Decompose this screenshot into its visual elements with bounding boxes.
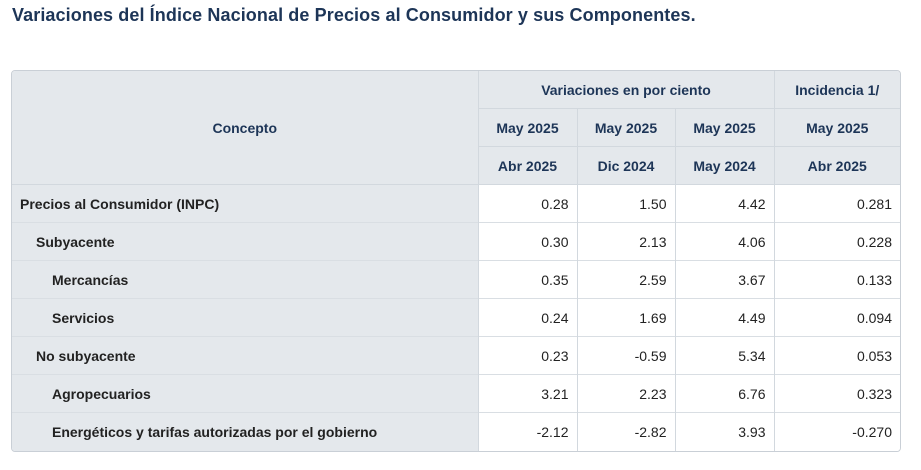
cell-value: -2.82 <box>576 412 675 451</box>
cell-value: -2.12 <box>477 412 577 451</box>
row-label: Precios al Consumidor (INPC) <box>12 184 478 223</box>
cell-value: 6.76 <box>674 374 774 413</box>
cell-value: 2.23 <box>576 374 675 413</box>
table-row: Servicios 0.24 1.69 4.49 0.094 <box>12 298 900 337</box>
header-period-end: May 2025 <box>576 108 675 147</box>
inpc-table: Concepto Variaciones en por ciento Incid… <box>12 71 900 451</box>
cell-value: 3.67 <box>674 260 774 299</box>
cell-value: 4.42 <box>674 184 774 223</box>
table-row: Subyacente 0.30 2.13 4.06 0.228 <box>12 222 900 261</box>
cell-value: 0.094 <box>773 298 900 337</box>
cell-value: 0.30 <box>477 222 577 261</box>
cell-value: 0.133 <box>773 260 900 299</box>
row-label: Agropecuarios <box>12 374 478 413</box>
cell-value: 2.59 <box>576 260 675 299</box>
table-body: Precios al Consumidor (INPC) 0.28 1.50 4… <box>12 184 900 451</box>
cell-value: 0.053 <box>773 336 900 375</box>
header-group-variations: Variaciones en por ciento <box>477 71 774 109</box>
cell-value: 5.34 <box>674 336 774 375</box>
row-label: No subyacente <box>12 336 478 375</box>
table-row: Precios al Consumidor (INPC) 0.28 1.50 4… <box>12 184 900 223</box>
cell-value: 4.49 <box>674 298 774 337</box>
page-title: Variaciones del Índice Nacional de Preci… <box>12 5 696 25</box>
cell-value: 1.50 <box>576 184 675 223</box>
table-row: Energéticos y tarifas autorizadas por el… <box>12 412 900 451</box>
cell-value: 2.13 <box>576 222 675 261</box>
cell-value: 3.93 <box>674 412 774 451</box>
cell-value: 0.323 <box>773 374 900 413</box>
table-header: Concepto Variaciones en por ciento Incid… <box>12 71 900 185</box>
cell-value: 0.23 <box>477 336 577 375</box>
cell-value: 1.69 <box>576 298 675 337</box>
header-concept: Concepto <box>12 71 478 185</box>
row-label: Servicios <box>12 298 478 337</box>
header-period-start: Dic 2024 <box>576 146 675 185</box>
cell-value: -0.270 <box>773 412 900 451</box>
cell-value: 0.281 <box>773 184 900 223</box>
cell-value: 0.35 <box>477 260 577 299</box>
table-row: No subyacente 0.23 -0.59 5.34 0.053 <box>12 336 900 375</box>
cell-value: 3.21 <box>477 374 577 413</box>
row-label: Energéticos y tarifas autorizadas por el… <box>12 412 478 451</box>
header-period-end: May 2025 <box>674 108 774 147</box>
cell-value: 0.28 <box>477 184 577 223</box>
cell-value: 4.06 <box>674 222 774 261</box>
header-period-start: Abr 2025 <box>773 146 900 185</box>
header-period-start: May 2024 <box>674 146 774 185</box>
header-period-start: Abr 2025 <box>477 146 577 185</box>
inpc-table-container: Concepto Variaciones en por ciento Incid… <box>11 70 901 452</box>
table-row: Agropecuarios 3.21 2.23 6.76 0.323 <box>12 374 900 413</box>
header-group-incidence: Incidencia 1/ <box>773 71 900 109</box>
row-label: Subyacente <box>12 222 478 261</box>
table-row: Mercancías 0.35 2.59 3.67 0.133 <box>12 260 900 299</box>
row-label: Mercancías <box>12 260 478 299</box>
cell-value: -0.59 <box>576 336 675 375</box>
cell-value: 0.228 <box>773 222 900 261</box>
header-period-end: May 2025 <box>477 108 577 147</box>
cell-value: 0.24 <box>477 298 577 337</box>
header-period-end: May 2025 <box>773 108 900 147</box>
